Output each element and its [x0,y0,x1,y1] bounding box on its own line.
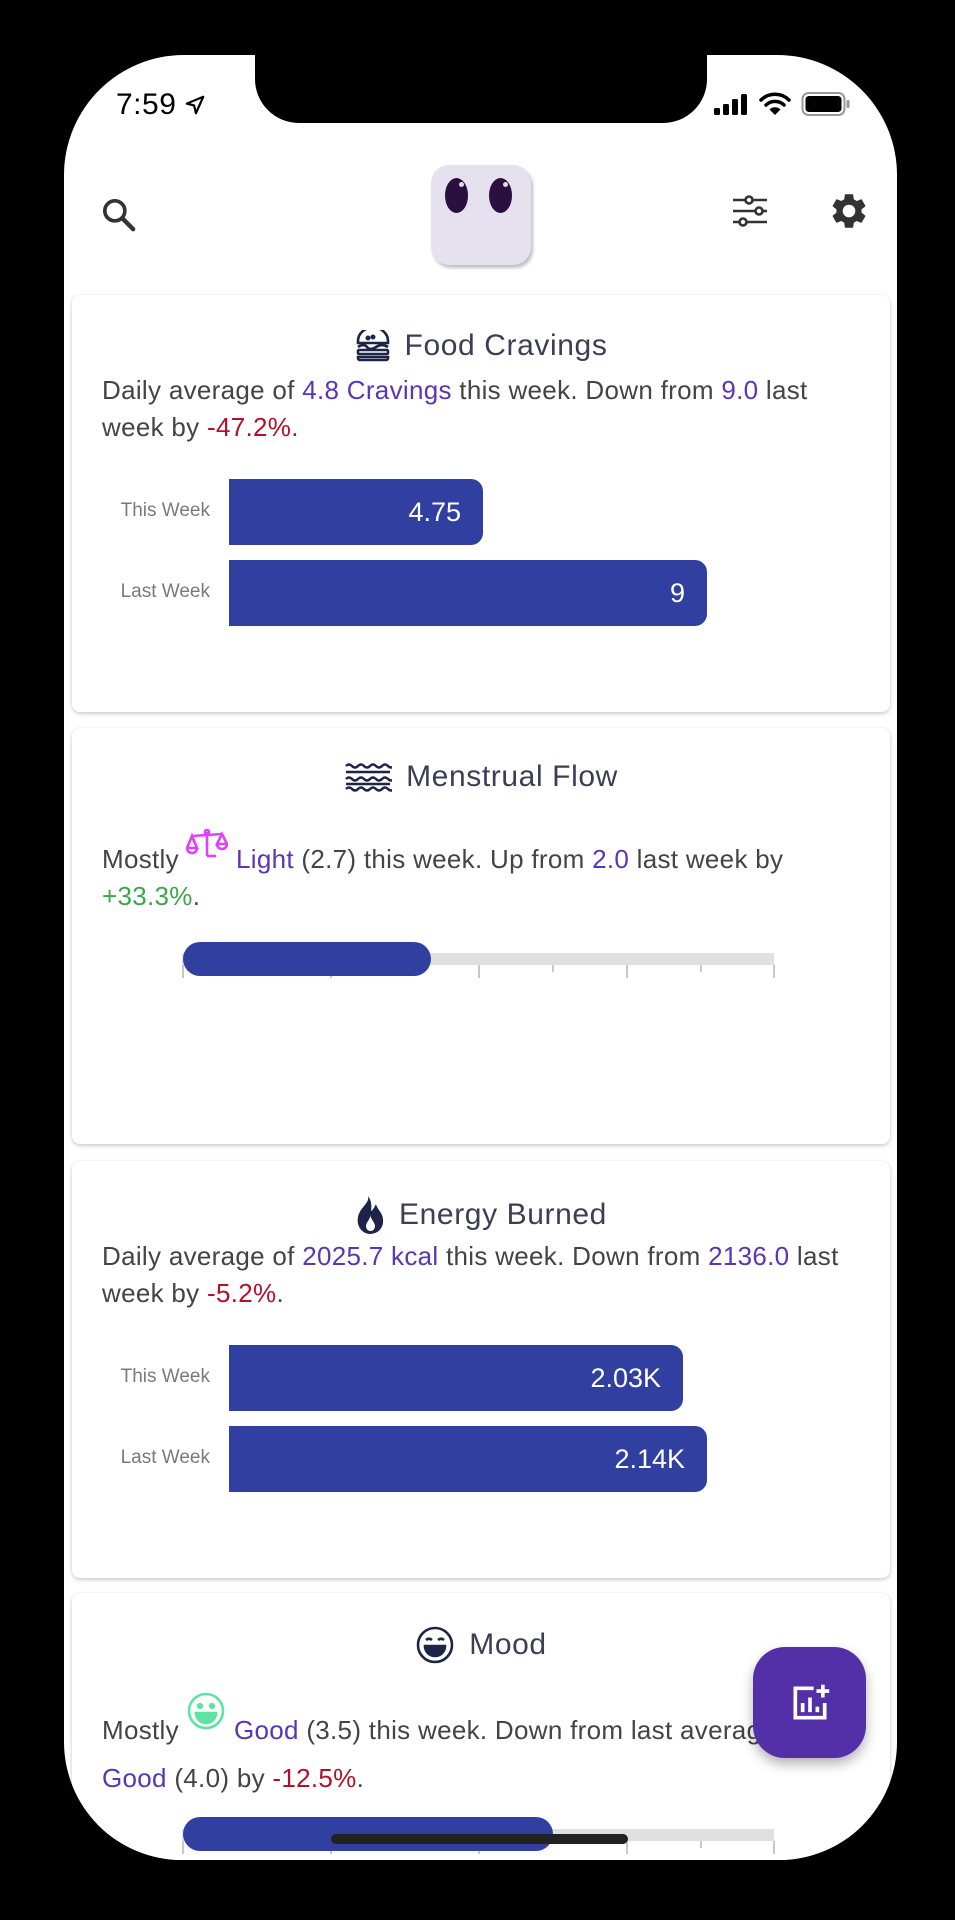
search-button[interactable] [94,190,144,240]
tick [773,965,775,978]
change-percent: +33.3% [102,881,193,911]
status-indicators [713,91,851,117]
previous-value: 2.0 [592,844,630,874]
bar-label-this-week: This Week [120,500,210,521]
tick [626,1841,628,1854]
current-level: Light [235,844,294,874]
grinning-face-icon [416,1626,454,1664]
app-logo[interactable] [431,165,531,265]
card-title: Mood [72,1625,890,1665]
flame-icon [357,1196,384,1234]
card-title: Menstrual Flow [72,760,890,794]
battery-icon [801,92,850,116]
card-title: Food Cravings [72,329,890,363]
add-chart-icon [793,1684,829,1719]
wifi-icon [759,92,791,115]
card-summary: Daily average of 2025.7 kcal this week. … [102,1241,839,1308]
card-title: Energy Burned [72,1195,890,1235]
card-summary: Mostly Good (3.5) this week. Down from l… [102,1691,860,1802]
bar-this-week: 4.75 [229,479,483,545]
tick [182,1841,184,1854]
settings-button[interactable] [824,186,874,236]
home-indicator[interactable] [331,1834,628,1844]
previous-mood: Good [102,1763,167,1793]
card-summary: Daily average of 4.8 Cravings this week.… [102,375,808,442]
previous-value: 2136.0 [708,1241,790,1271]
bar-this-week: 2.03K [229,1345,683,1411]
smile-face-icon [188,1692,225,1730]
menstrual-flow-card[interactable]: Menstrual Flow Mostly Light (2.7) this w… [72,728,890,1144]
logo-eye-right [489,178,512,213]
burger-icon [356,330,389,362]
current-mood: Good [233,1715,299,1745]
bar-label-last-week: Last Week [120,581,210,602]
sliders-icon [733,195,767,227]
tick [478,965,480,978]
waves-icon [345,763,393,792]
energy-burned-card[interactable]: Energy Burned Daily average of 2025.7 kc… [72,1161,890,1578]
tick [700,1841,702,1848]
card-summary: Mostly Light (2.7) this week. Up from 2.… [102,828,860,915]
current-value: 2025.7 kcal [302,1241,439,1271]
phone-screen: 7:59 [64,55,897,1860]
tick [552,965,554,972]
bar-label-this-week: This Week [120,1366,210,1387]
change-percent: -5.2% [207,1278,277,1308]
previous-value: 9.0 [721,375,759,405]
gear-icon [832,194,866,228]
current-value: 4.8 Cravings [302,375,452,405]
device-notch [255,55,707,123]
filter-button[interactable] [725,186,775,236]
cellular-signal-icon [714,94,747,115]
location-arrow-icon [186,95,205,115]
logo-eye-left [445,178,468,213]
search-icon [103,199,136,232]
bar-label-last-week: Last Week [120,1447,210,1468]
status-time: 7:59 [116,88,206,122]
tick [773,1841,775,1854]
tick [182,965,184,978]
bar-last-week: 9 [229,560,707,626]
tick [700,965,702,972]
change-percent: -12.5% [272,1763,357,1793]
balance-scale-icon [186,828,229,858]
tick [626,965,628,978]
add-entry-fab[interactable] [753,1647,866,1758]
bar-last-week: 2.14K [229,1426,707,1492]
food-cravings-card[interactable]: Food Cravings Daily average of 4.8 Cravi… [72,295,890,712]
change-percent: -47.2% [207,412,292,442]
flow-level-bar [183,942,431,976]
